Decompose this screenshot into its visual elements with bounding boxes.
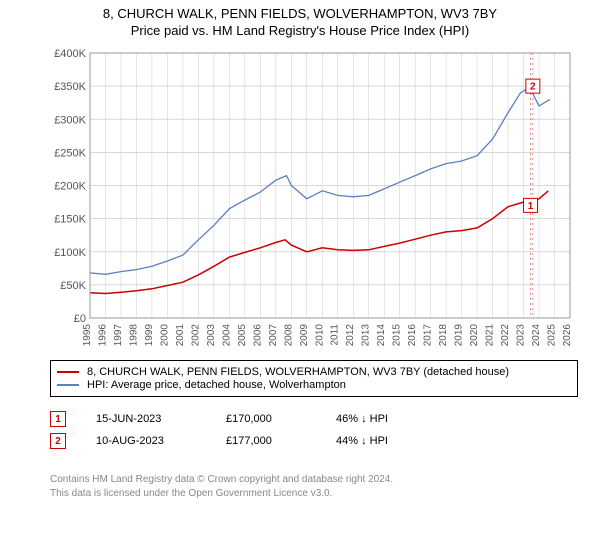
- svg-text:2026: 2026: [562, 324, 573, 347]
- svg-text:£200K: £200K: [54, 181, 86, 193]
- svg-text:1998: 1998: [128, 324, 139, 347]
- svg-text:2016: 2016: [407, 324, 418, 347]
- svg-text:1: 1: [528, 201, 534, 212]
- svg-text:2025: 2025: [547, 324, 558, 347]
- sale-price: £177,000: [226, 435, 336, 447]
- sale-marker: 1: [50, 411, 66, 427]
- chart-subtitle: Price paid vs. HM Land Registry's House …: [0, 23, 600, 38]
- svg-text:2022: 2022: [500, 324, 511, 347]
- svg-text:2018: 2018: [438, 324, 449, 347]
- svg-text:2006: 2006: [252, 324, 263, 347]
- svg-text:£400K: £400K: [54, 48, 86, 60]
- svg-text:2005: 2005: [237, 324, 248, 347]
- footer-line: This data is licensed under the Open Gov…: [50, 487, 570, 501]
- svg-text:2011: 2011: [330, 324, 341, 346]
- svg-text:2001: 2001: [175, 324, 186, 347]
- svg-text:2008: 2008: [283, 324, 294, 347]
- svg-text:2000: 2000: [159, 324, 170, 347]
- svg-text:2009: 2009: [299, 324, 310, 347]
- svg-text:2019: 2019: [454, 324, 465, 347]
- legend-label: HPI: Average price, detached house, Wolv…: [87, 379, 346, 391]
- svg-text:2017: 2017: [423, 324, 434, 347]
- chart-title: 8, CHURCH WALK, PENN FIELDS, WOLVERHAMPT…: [0, 6, 600, 21]
- svg-text:2012: 2012: [345, 324, 356, 347]
- svg-text:1996: 1996: [97, 324, 108, 347]
- svg-text:2013: 2013: [361, 324, 372, 347]
- legend-item: HPI: Average price, detached house, Wolv…: [57, 379, 571, 391]
- legend-swatch: [57, 384, 79, 386]
- svg-text:2010: 2010: [314, 324, 325, 347]
- sales-table: 1 15-JUN-2023£170,00046% ↓ HPI 2 10-AUG-202…: [50, 405, 578, 455]
- footer-line: Contains HM Land Registry data © Crown c…: [50, 473, 570, 487]
- legend: 8, CHURCH WALK, PENN FIELDS, WOLVERHAMPT…: [50, 360, 578, 397]
- sale-row: 2 10-AUG-2023£177,00044% ↓ HPI: [50, 433, 578, 449]
- svg-text:£50K: £50K: [60, 280, 86, 292]
- svg-text:1999: 1999: [144, 324, 155, 347]
- svg-text:1997: 1997: [113, 324, 124, 347]
- sale-pct: 44% ↓ HPI: [336, 435, 416, 447]
- sale-date: 15-JUN-2023: [96, 413, 226, 425]
- svg-text:1995: 1995: [82, 324, 93, 347]
- svg-text:2002: 2002: [190, 324, 201, 347]
- sale-date: 10-AUG-2023: [96, 435, 226, 447]
- svg-text:2: 2: [530, 82, 536, 93]
- svg-text:2020: 2020: [469, 324, 480, 347]
- sale-pct: 46% ↓ HPI: [336, 413, 416, 425]
- svg-text:£0: £0: [74, 313, 86, 325]
- price-chart: £0 £50K £100K £150K £200K £250K £300K £350K £400…: [50, 48, 580, 348]
- legend-swatch: [57, 371, 79, 373]
- svg-text:2015: 2015: [392, 324, 403, 347]
- footer-attribution: Contains HM Land Registry data © Crown c…: [50, 473, 570, 500]
- svg-text:2007: 2007: [268, 324, 279, 347]
- svg-text:2023: 2023: [516, 324, 527, 347]
- svg-text:£300K: £300K: [54, 114, 86, 126]
- svg-text:£350K: £350K: [54, 81, 86, 93]
- svg-text:£100K: £100K: [54, 247, 86, 259]
- svg-text:2021: 2021: [485, 324, 496, 347]
- sale-marker: 2: [50, 433, 66, 449]
- sale-price: £170,000: [226, 413, 336, 425]
- svg-text:2024: 2024: [531, 324, 542, 347]
- svg-text:2003: 2003: [206, 324, 217, 347]
- svg-text:2014: 2014: [376, 324, 387, 347]
- legend-item: 8, CHURCH WALK, PENN FIELDS, WOLVERHAMPT…: [57, 366, 571, 378]
- svg-text:£250K: £250K: [54, 147, 86, 159]
- svg-text:£150K: £150K: [54, 214, 86, 226]
- legend-label: 8, CHURCH WALK, PENN FIELDS, WOLVERHAMPT…: [87, 366, 509, 378]
- sale-row: 1 15-JUN-2023£170,00046% ↓ HPI: [50, 411, 578, 427]
- svg-text:2004: 2004: [221, 324, 232, 347]
